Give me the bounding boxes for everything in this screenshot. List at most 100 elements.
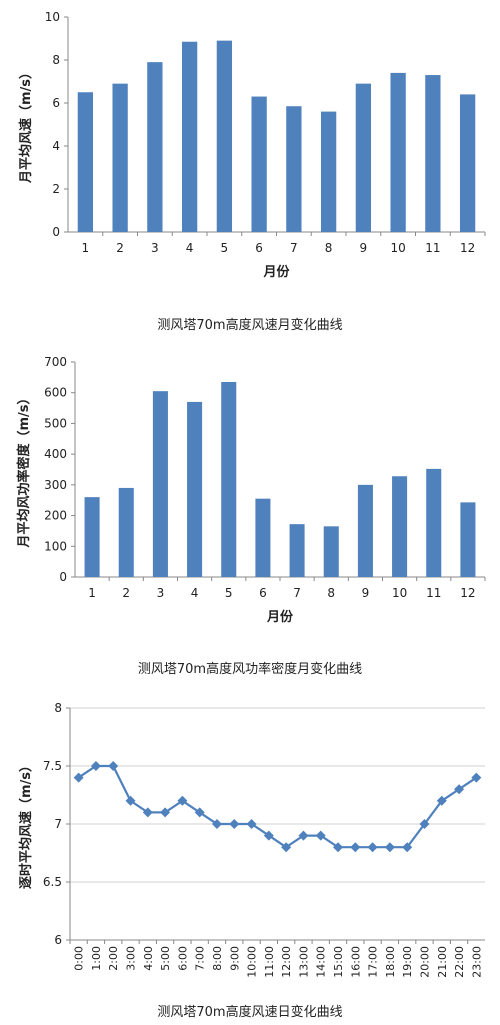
x-tick-label: 9 xyxy=(360,241,368,255)
bar xyxy=(390,72,406,233)
x-tick-label: 11 xyxy=(426,586,441,600)
data-point xyxy=(281,842,292,853)
data-point xyxy=(454,784,465,795)
data-point xyxy=(333,842,344,853)
series-line xyxy=(77,764,478,849)
y-tick-label: 100 xyxy=(44,539,67,553)
data-point xyxy=(419,819,430,829)
x-tick-label: 7:00 xyxy=(194,946,207,971)
x-tick-label: 10:00 xyxy=(246,946,259,978)
x-tick-label: 19:00 xyxy=(401,946,414,978)
bar xyxy=(425,75,441,232)
bar xyxy=(392,476,408,577)
y-tick-label: 6 xyxy=(54,933,62,947)
x-tick-label: 4:00 xyxy=(142,946,155,971)
data-point xyxy=(384,842,395,853)
x-tick-label: 1 xyxy=(82,241,90,255)
bar xyxy=(460,502,476,577)
x-tick-label: 5:00 xyxy=(159,946,172,971)
chart-monthly-power-density-caption: 测风塔70m高度风功率密度月变化曲线 xyxy=(137,662,363,677)
y-tick-label: 7 xyxy=(54,817,62,831)
bar xyxy=(320,111,337,232)
x-tick-label: 16:00 xyxy=(349,946,362,978)
y-tick-label: 6 xyxy=(52,96,60,110)
bar xyxy=(323,526,339,577)
data-point xyxy=(211,819,222,829)
data-point xyxy=(108,761,119,771)
x-tick-label: 3:00 xyxy=(125,946,138,971)
x-tick-label: 12 xyxy=(460,241,475,255)
bar xyxy=(187,401,203,577)
x-tick-label: 9 xyxy=(362,586,370,600)
y-tick-label: 7.5 xyxy=(43,759,62,773)
x-tick-label: 2:00 xyxy=(107,946,120,971)
x-tick-label: 13:00 xyxy=(297,946,310,978)
data-point xyxy=(177,795,188,806)
y-tick-label: 0 xyxy=(59,570,67,584)
y-tick-label: 10 xyxy=(45,10,60,24)
x-tick-label: 4 xyxy=(191,586,199,600)
data-point xyxy=(160,807,171,818)
x-tick-label: 5 xyxy=(225,586,233,600)
x-tick-label: 8:00 xyxy=(211,946,224,971)
x-tick-label: 6 xyxy=(259,586,267,600)
x-tick-label: 2 xyxy=(122,586,130,600)
bar xyxy=(289,524,305,577)
x-tick-label: 1 xyxy=(88,586,96,600)
y-tick-label: 300 xyxy=(44,478,67,492)
y-tick-label: 200 xyxy=(44,509,67,523)
x-axis-label: 月份 xyxy=(262,264,290,280)
data-point xyxy=(471,772,482,783)
chart-monthly-wind-speed-caption: 测风塔70m高度风速月变化曲线 xyxy=(157,318,343,333)
data-point xyxy=(125,795,136,806)
x-axis-label: 月份 xyxy=(266,609,294,625)
x-tick-label: 9:00 xyxy=(228,946,241,971)
y-tick-label: 600 xyxy=(44,386,67,400)
x-tick-label: 20:00 xyxy=(418,946,431,978)
data-point xyxy=(142,807,153,818)
chart-hourly-wind-speed: 6 6.5 7 7.5 8 0:00 1:00 2:00 3:00 4:00 5:00 6:00 7:0… xyxy=(0,690,500,1025)
bar xyxy=(426,468,442,577)
data-point xyxy=(315,830,326,841)
bar xyxy=(221,381,237,577)
y-tick-label: 2 xyxy=(52,182,60,196)
x-tick-label: 14:00 xyxy=(315,946,328,978)
x-tick-label: 3 xyxy=(157,586,165,600)
y-tick-label: 500 xyxy=(44,416,67,430)
x-tick-label: 11 xyxy=(425,241,440,255)
y-tick-label: 400 xyxy=(44,447,67,461)
y-axis-label: 月平均风功率密度（m/s） xyxy=(16,391,32,548)
chart-monthly-power-density: 0 100 200 300 400 500 600 700 1 2 3 4 5 6 7 8 9 10 11 12 月份月… xyxy=(0,345,500,685)
bar xyxy=(357,484,373,577)
x-tick-label: 0:00 xyxy=(73,946,86,971)
y-tick-label: 700 xyxy=(44,355,67,369)
chart-monthly-wind-speed: 0 2 4 6 8 10 1 2 3 4 5 6 7 8 9 10 11 12 月份 月平均风速（m/s） 测风塔70… xyxy=(0,0,500,340)
data-point xyxy=(229,819,240,829)
bar xyxy=(118,487,134,577)
x-tick-label: 8 xyxy=(327,586,335,600)
chart-hourly-wind-speed-caption: 测风塔70m高度风速日变化曲线 xyxy=(157,1005,343,1020)
x-tick-label: 3 xyxy=(151,241,159,255)
data-point xyxy=(350,842,361,853)
x-tick-label: 4 xyxy=(186,241,194,255)
x-tick-label: 23:00 xyxy=(470,946,483,978)
x-tick-label: 18:00 xyxy=(384,946,397,978)
bar xyxy=(459,94,476,233)
bar xyxy=(147,62,163,233)
data-point xyxy=(263,830,274,841)
x-tick-label: 12 xyxy=(460,586,475,600)
data-point xyxy=(194,807,205,818)
data-point xyxy=(436,795,447,806)
x-tick-label: 10 xyxy=(390,241,405,255)
y-tick-label: 0 xyxy=(52,225,60,239)
data-point xyxy=(90,761,101,771)
data-point xyxy=(246,819,257,829)
x-tick-label: 21:00 xyxy=(436,946,449,978)
bar xyxy=(251,96,267,232)
x-tick-label: 8 xyxy=(325,241,333,255)
x-tick-label: 15:00 xyxy=(332,946,345,978)
data-point xyxy=(298,830,309,841)
bar xyxy=(181,41,198,232)
x-tick-label: 2 xyxy=(116,241,124,255)
y-tick-label: 8 xyxy=(54,701,62,715)
